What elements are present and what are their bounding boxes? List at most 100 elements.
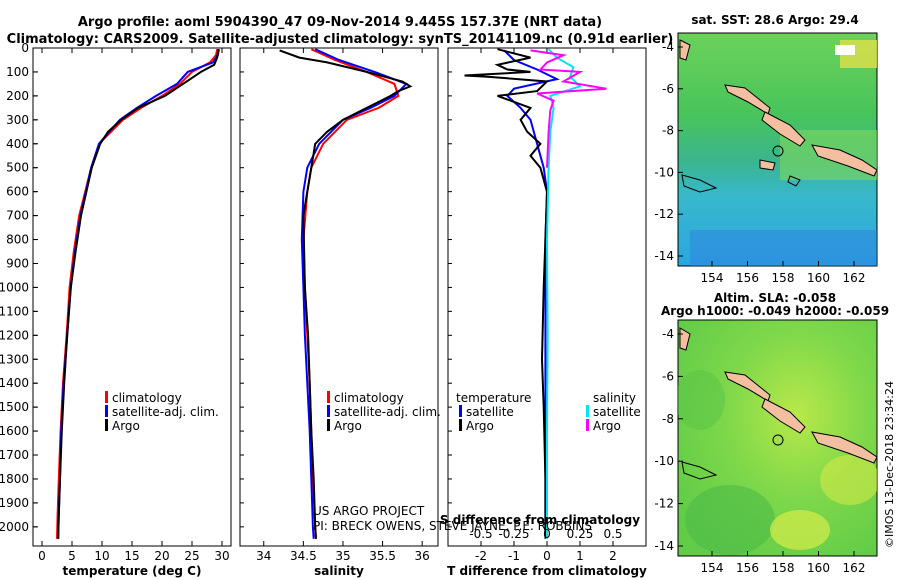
temperature-chart: 0 5 10 15 20 25 30 bbox=[33, 47, 230, 563]
map-y-tick-label: -12 bbox=[654, 207, 674, 221]
x-tick-label: 0 bbox=[38, 549, 46, 563]
legend-swatch-satellite bbox=[327, 405, 330, 417]
series-line-climatology bbox=[56, 49, 219, 539]
map-x-tick-label: 154 bbox=[701, 271, 724, 285]
legend-swatch-satellite bbox=[105, 405, 108, 417]
legend-swatch-argo bbox=[105, 419, 108, 431]
legend-swatch-climatology bbox=[105, 391, 108, 403]
temperature-legend: climatology satellite-adj. clim. Argo bbox=[105, 391, 219, 433]
x-tick-top-label: 0.25 bbox=[567, 527, 594, 541]
x-tick-top-label: -0.25 bbox=[498, 527, 529, 541]
depth-tick-label: 200 bbox=[6, 89, 29, 103]
map-x-tick-label: 156 bbox=[736, 561, 759, 575]
legend-label-temp-satellite: satellite bbox=[466, 405, 514, 419]
x-tick-label: 25 bbox=[184, 549, 199, 563]
difference-legend: temperature satellite Argo salinity sate… bbox=[456, 391, 641, 433]
legend-label-sal-argo: Argo bbox=[593, 419, 621, 433]
salinity-chart: 34 34.5 35 35.5 36 bbox=[240, 47, 430, 563]
map-y-tick-label: -14 bbox=[654, 539, 674, 553]
coast-icon bbox=[679, 39, 691, 61]
x-tick-label: 34 bbox=[256, 549, 271, 563]
depth-tick-label: 1300 bbox=[0, 352, 29, 366]
sla-map-title-2: Argo h1000: -0.049 h2000: -0.059 bbox=[661, 304, 889, 318]
reef-icon bbox=[681, 174, 718, 193]
argo-float-location-icon bbox=[772, 145, 784, 157]
salinity-xlabel: salinity bbox=[314, 564, 364, 578]
x-tick-label: 35 bbox=[335, 549, 350, 563]
map-y-tick-label: -14 bbox=[654, 249, 674, 263]
x-tick-label: 20 bbox=[154, 549, 169, 563]
series-line-salinity-satellite bbox=[545, 48, 582, 539]
legend-title-salinity: salinity bbox=[593, 391, 636, 405]
legend-label-climatology: climatology bbox=[112, 391, 182, 405]
legend-label-temp-argo: Argo bbox=[466, 419, 494, 433]
series-line-temperature-argo bbox=[464, 48, 550, 539]
map-y-tick-label: -8 bbox=[662, 124, 674, 138]
depth-tick-label: 1500 bbox=[0, 400, 29, 414]
depth-tick-label: 900 bbox=[6, 256, 29, 270]
legend-label-argo: Argo bbox=[334, 419, 362, 433]
map-y-tick-label: -12 bbox=[654, 497, 674, 511]
credit-project: US ARGO PROJECT bbox=[313, 504, 425, 518]
depth-tick-label: 400 bbox=[6, 137, 29, 151]
map-y-tick-label: -6 bbox=[662, 82, 674, 96]
depth-tick-label: 1000 bbox=[0, 280, 29, 294]
map-y-tick-label: -4 bbox=[662, 40, 674, 54]
depth-tick-label: 500 bbox=[6, 161, 29, 175]
x-tick-label: 10 bbox=[94, 549, 109, 563]
depth-tick-label: 2000 bbox=[0, 520, 29, 534]
island-icon bbox=[811, 431, 877, 464]
map-x-tick-label: 160 bbox=[807, 271, 830, 285]
legend-swatch-argo bbox=[327, 419, 330, 431]
island-icon bbox=[761, 398, 806, 434]
depth-tick-label: 0 bbox=[21, 41, 29, 55]
sst-map-field bbox=[677, 32, 878, 267]
sla-map-title-1: Altim. SLA: -0.058 bbox=[714, 291, 836, 305]
depth-tick-label: 1400 bbox=[0, 376, 29, 390]
series-line-argo bbox=[279, 49, 413, 539]
map-y-tick-label: -6 bbox=[662, 369, 674, 383]
legend-label-sal-satellite: satellite bbox=[593, 405, 641, 419]
salinity-plot-frame bbox=[239, 47, 439, 547]
x-tick-label: -1 bbox=[508, 549, 520, 563]
island-icon bbox=[759, 159, 776, 171]
x-tick-top-label: 0 bbox=[543, 527, 551, 541]
depth-tick-label: 1700 bbox=[0, 448, 29, 462]
legend-swatch-temp-satellite bbox=[459, 405, 462, 417]
difference-top-xlabel: S difference from climatology bbox=[440, 513, 640, 527]
series-line-climatology bbox=[302, 48, 400, 539]
legend-label-argo: Argo bbox=[112, 419, 140, 433]
legend-label-satellite: satellite-adj. clim. bbox=[112, 405, 219, 419]
depth-tick-label: 1200 bbox=[0, 328, 29, 342]
sst-map: -4 -6 -8 -10 -12 -14 154 156 158 160 162 bbox=[654, 32, 878, 285]
legend-swatch-sal-argo bbox=[586, 419, 589, 431]
depth-tick-label: 700 bbox=[6, 209, 29, 223]
legend-label-satellite: satellite-adj. clim. bbox=[334, 405, 441, 419]
map-x-tick-label: 162 bbox=[843, 561, 866, 575]
map-x-tick-label: 162 bbox=[843, 271, 866, 285]
x-tick-top-label: -0.5 bbox=[469, 527, 492, 541]
difference-chart: -2 -1 0 1 2 -0.5 -0.25 0 0.25 0.5 bbox=[448, 47, 623, 563]
sst-map-axes: -4 -6 -8 -10 -12 -14 154 156 158 160 162 bbox=[654, 40, 865, 285]
series-line-salinity-argo bbox=[530, 49, 607, 168]
map-y-tick-label: -10 bbox=[654, 165, 674, 179]
map-x-tick-label: 158 bbox=[772, 271, 795, 285]
credit-pi: PI: BRECK OWENS, STEVE JAYNE, P.E. ROBBI… bbox=[313, 519, 592, 533]
reef-icon bbox=[787, 175, 801, 187]
legend-title-temperature: temperature bbox=[456, 391, 531, 405]
x-tick-label: -2 bbox=[475, 549, 487, 563]
sst-map-title: sat. SST: 28.6 Argo: 29.4 bbox=[691, 13, 858, 27]
x-tick-label: 35.5 bbox=[369, 549, 396, 563]
map-x-tick-label: 154 bbox=[701, 561, 724, 575]
x-tick-label: 34.5 bbox=[290, 549, 317, 563]
legend-swatch-temp-argo bbox=[459, 419, 462, 431]
salinity-legend: climatology satellite-adj. clim. Argo bbox=[327, 391, 441, 433]
depth-tick-label: 100 bbox=[6, 65, 29, 79]
depth-tick-label: 1800 bbox=[0, 472, 29, 486]
difference-xlabel: T difference from climatology bbox=[447, 564, 647, 578]
x-tick-label: 0 bbox=[543, 549, 551, 563]
map-y-tick-label: -8 bbox=[662, 412, 674, 426]
map-y-tick-label: -4 bbox=[662, 327, 674, 341]
legend-swatch-climatology bbox=[327, 391, 330, 403]
series-line-satellite-adj-clim- bbox=[300, 48, 409, 539]
